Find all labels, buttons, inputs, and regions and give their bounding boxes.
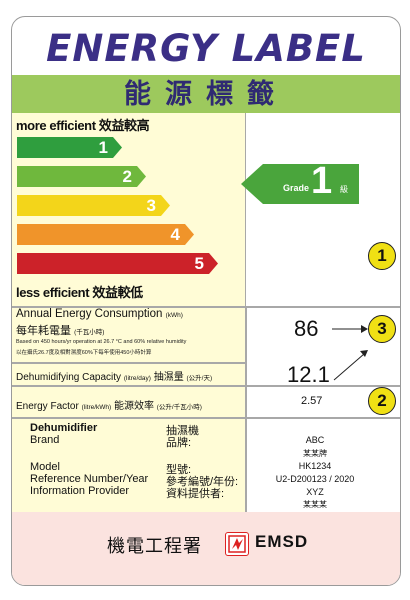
grade-bar-2-number: 2 — [122, 167, 132, 186]
brand-label-en: Brand — [30, 434, 60, 446]
capacity-label-zh: 抽濕量 — [153, 372, 184, 383]
emsd-logo-icon — [225, 532, 249, 556]
grade-bar-3: 3 — [17, 195, 170, 216]
arrow-head-consumption — [361, 325, 368, 333]
row-divider — [12, 306, 400, 308]
consumption-unit-zh: (千瓦小時) — [74, 329, 105, 336]
energy-factor-unit-en: (litre/kWh) — [81, 404, 112, 411]
info-provider-label-zh: 資料提供者: — [166, 488, 225, 500]
emsd-name-zh: 機電工程署 — [107, 536, 202, 556]
consumption-label: Annual Energy Consumption (kWh) — [16, 308, 183, 320]
model-label-zh: 型號: — [166, 464, 192, 476]
callout-2-marker: 2 — [368, 387, 396, 415]
capacity-value: 12.1 — [287, 362, 330, 387]
grade-bar-5-number: 5 — [194, 254, 204, 273]
less-efficient-label: less efficient 效益較低 — [16, 285, 143, 300]
emsd-name-en: EMSD — [255, 532, 309, 551]
info-provider-value: XYZ — [306, 487, 324, 497]
more-efficient-label: more efficient 效益較高 — [16, 118, 150, 133]
consumption-label-zh: 每年耗電量 — [16, 325, 71, 337]
label-footer: 機電工程署 EMSD — [12, 512, 400, 585]
product-type-zh: 抽濕機 — [166, 425, 199, 437]
row-divider — [12, 362, 245, 364]
badge-grade-suffix: 級 — [340, 185, 348, 194]
product-type-en: Dehumidifier — [30, 422, 98, 434]
brand-value-zh: 某某牌 — [303, 449, 327, 458]
callout-1-marker: 1 — [368, 242, 396, 270]
consumption-note-zh: 以在攝氏26.7度及相對濕度60%下每年使用450小時計算 — [16, 350, 152, 356]
energy-factor-unit-zh: (公升/千瓦小時) — [156, 404, 202, 411]
reference-label-zh: 參考編號/年份: — [166, 476, 239, 488]
info-provider-value-zh: 某某某 — [303, 500, 327, 509]
consumption-unit-en: (kWh) — [165, 312, 183, 319]
column-divider — [245, 306, 247, 512]
energy-label-card: ENERGY LABEL 能源標籤 more efficient 效益較高 1 … — [11, 16, 401, 586]
label-subtitle: 能源標籤 — [12, 75, 400, 113]
grade-bar-4-number: 4 — [170, 225, 180, 244]
energy-factor-label-zh: 能源效率 — [113, 401, 154, 412]
row-divider — [12, 417, 400, 419]
grade-bar-1: 1 — [17, 137, 122, 158]
capacity-label-en: Dehumidifying Capacity — [16, 372, 122, 383]
grade-badge: Grade 1 級 — [241, 164, 359, 204]
grade-scale-panel: more efficient 效益較高 1 2 3 4 5 less effic… — [12, 113, 246, 306]
label-title: ENERGY LABEL — [46, 27, 366, 70]
emsd-logo-mark — [228, 535, 246, 553]
callout-3-marker: 3 — [368, 315, 396, 343]
reference-value: U2-D200123 / 2020 — [275, 474, 355, 484]
consumption-value: 86 — [294, 316, 319, 341]
consumption-label-zh-row: 每年耗電量 (千瓦小時) — [16, 322, 104, 338]
grade-bar-1-number: 1 — [98, 138, 108, 157]
grade-bar-3-number: 3 — [146, 196, 156, 215]
specs-panel — [12, 306, 245, 512]
model-label-en: Model — [30, 461, 60, 473]
capacity-label: Dehumidifying Capacity (litre/day) 抽濕量 (… — [16, 368, 212, 383]
brand-value: ABC — [305, 435, 325, 445]
info-provider-label-en: Information Provider — [30, 485, 130, 497]
capacity-unit-en: (litre/day) — [123, 375, 151, 382]
energy-factor-label-en: Energy Factor — [16, 401, 79, 412]
row-divider — [12, 385, 400, 387]
callout-arrows — [332, 325, 368, 381]
consumption-note-en: Based on 450 hours/yr operation at 26.7 … — [16, 339, 187, 345]
arrow-head-capacity — [360, 350, 368, 357]
badge-grade-number: 1 — [311, 160, 333, 202]
energy-factor-label: Energy Factor (litre/kWh) 能源效率 (公升/千瓦小時) — [16, 397, 202, 412]
brand-label-zh: 品牌: — [166, 437, 192, 449]
grade-bar-2: 2 — [17, 166, 146, 187]
arrow-to-capacity — [333, 353, 365, 381]
grade-bar-5: 5 — [17, 253, 218, 274]
energy-factor-value: 2.57 — [301, 395, 323, 407]
consumption-label-en: Annual Energy Consumption — [16, 308, 163, 320]
badge-grade-word: Grade — [283, 183, 310, 193]
grade-bar-4: 4 — [17, 224, 194, 245]
model-value: HK1234 — [298, 461, 332, 471]
reference-label-en: Reference Number/Year — [30, 473, 149, 485]
capacity-unit-zh: (公升/天) — [186, 375, 213, 382]
